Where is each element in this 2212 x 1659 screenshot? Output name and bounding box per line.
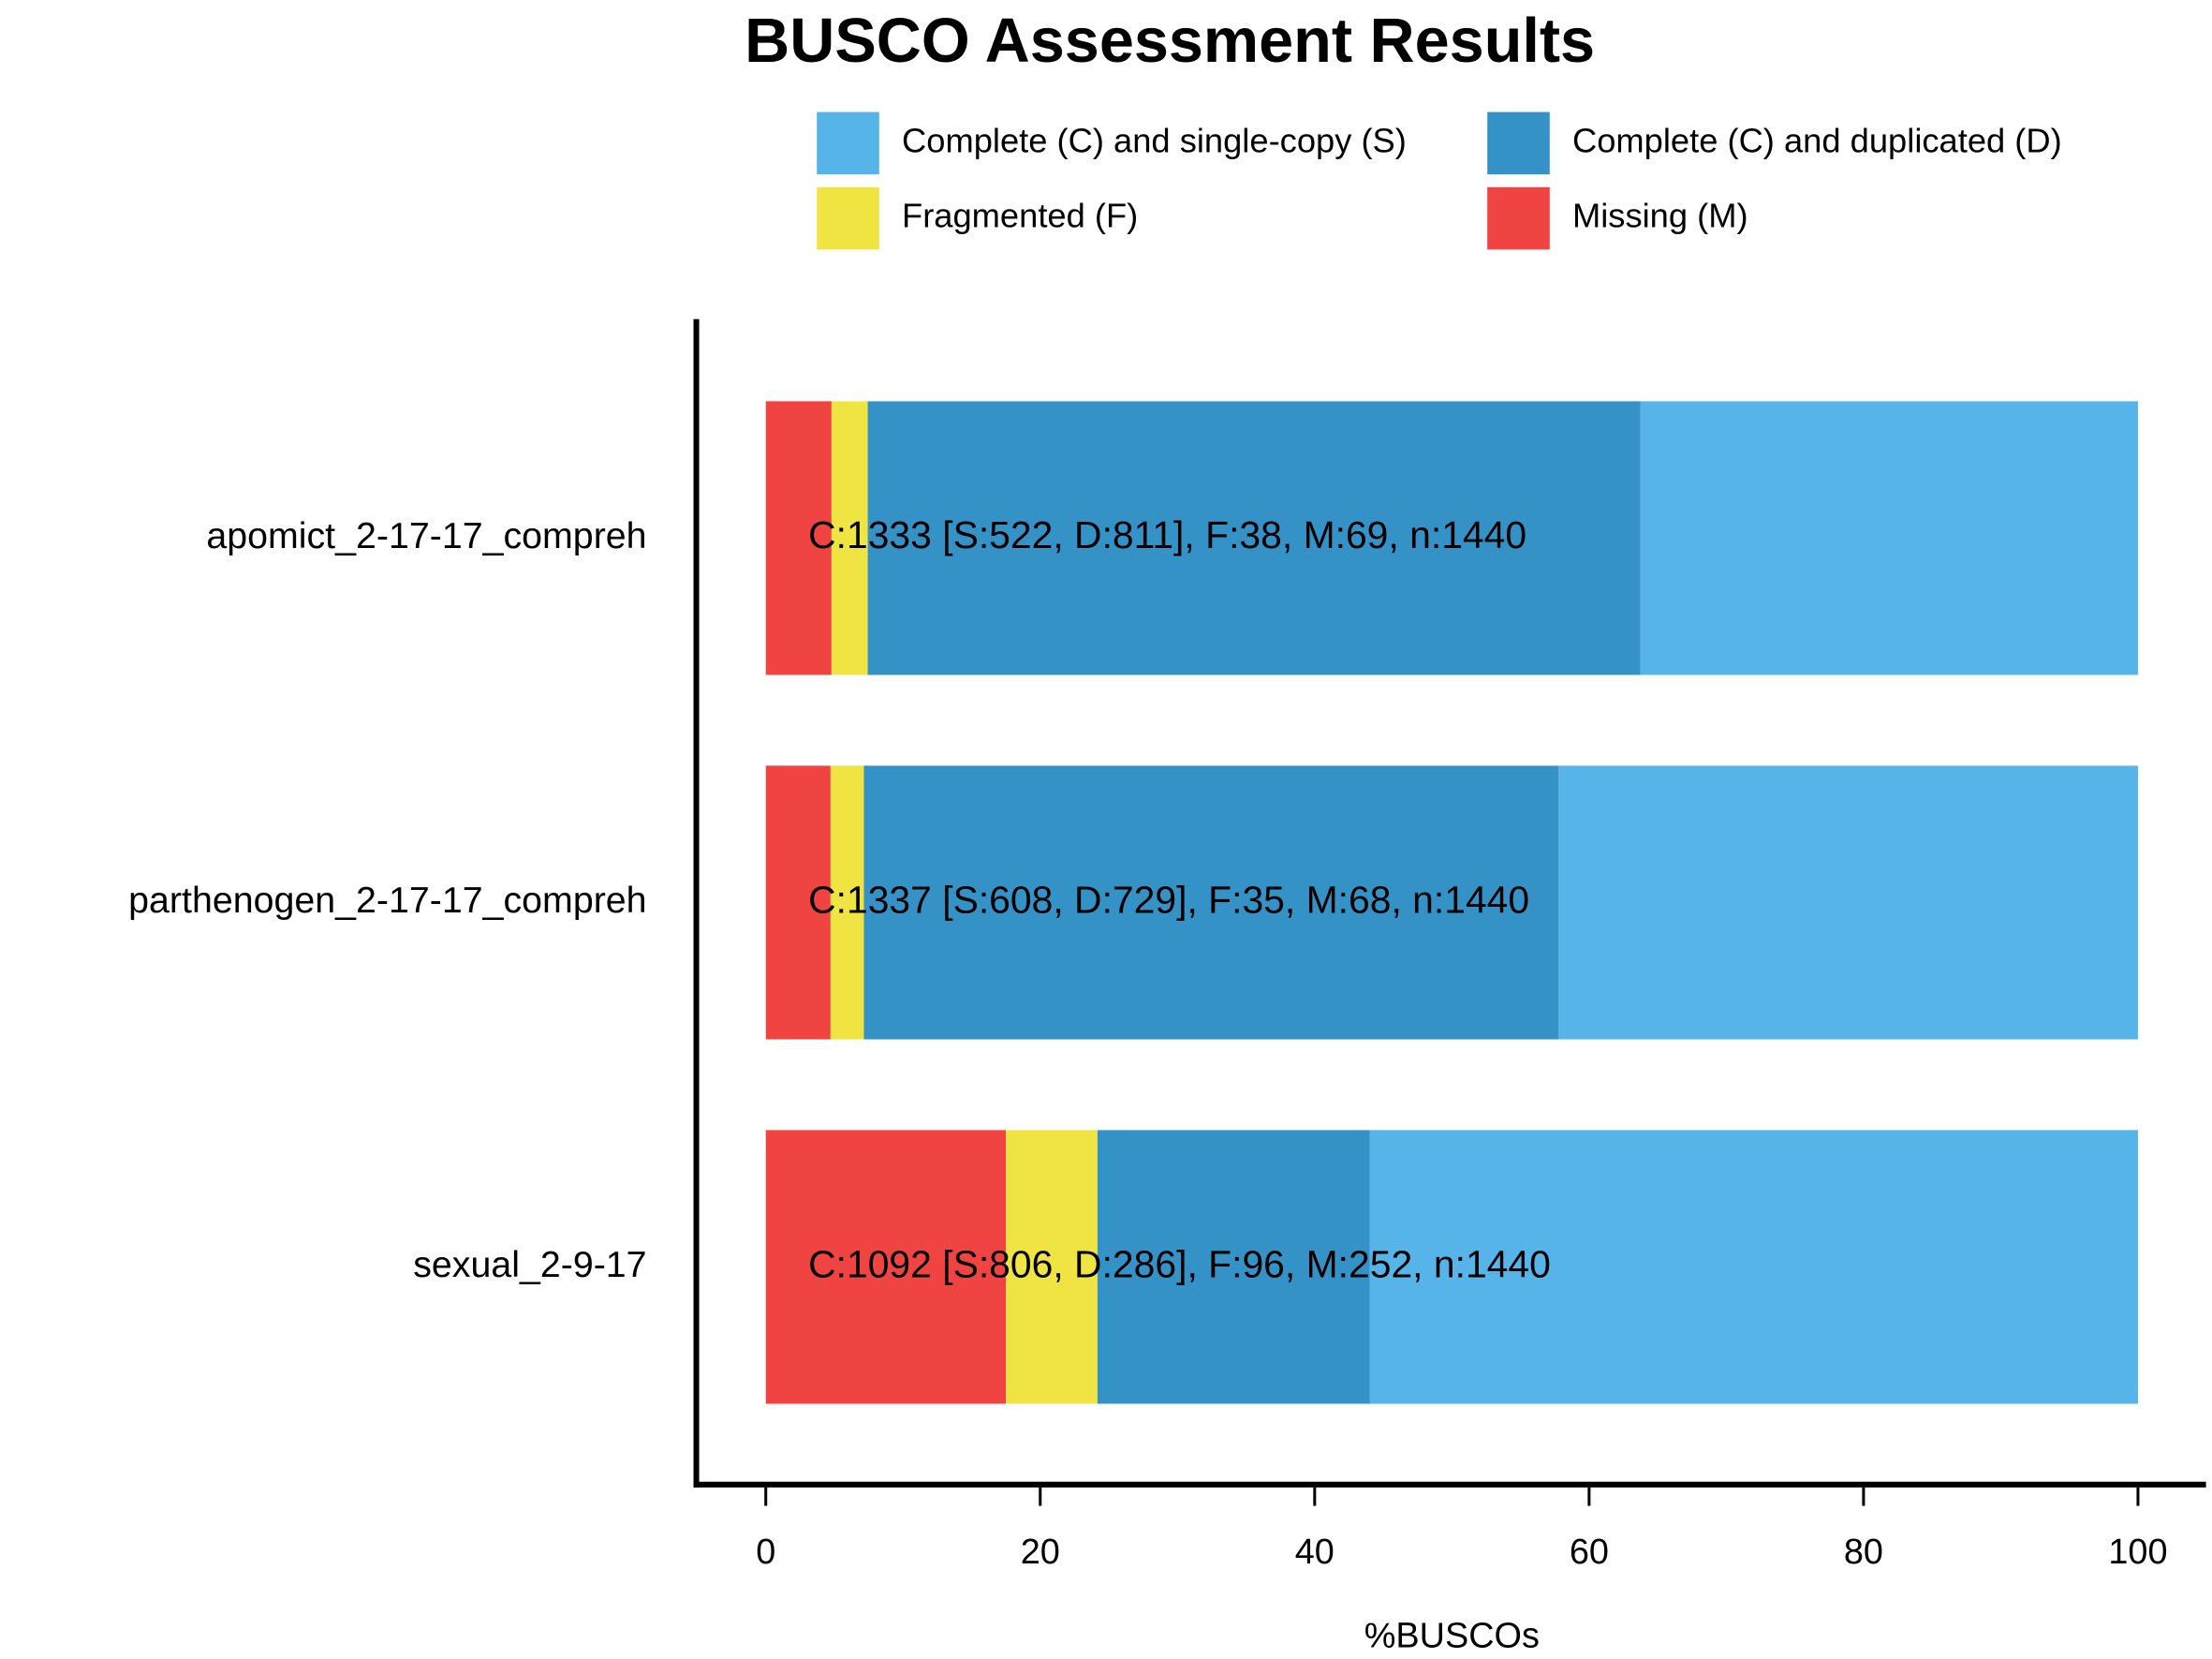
chart-title: BUSCO Assessment Results: [745, 7, 1595, 76]
bar-segment: [765, 765, 831, 1040]
x-tick-label: 40: [1295, 1533, 1335, 1572]
x-tick-label: 20: [1021, 1533, 1060, 1572]
x-tick-label: 0: [756, 1533, 775, 1572]
legend-label: Fragmented (F): [902, 197, 1138, 235]
bar-segment: [863, 765, 1559, 1040]
x-tick-label: 100: [2108, 1533, 2167, 1572]
bar-segment: [1640, 401, 2138, 675]
bar-segment: [1369, 1130, 2138, 1404]
y-tick-label: sexual_2-9-17: [413, 1244, 646, 1285]
legend-swatch: [817, 186, 879, 250]
bar-segment: [765, 1130, 1007, 1404]
bar-segment: [1006, 1130, 1098, 1404]
bar-segment: [1097, 1130, 1370, 1404]
legend-swatch: [1487, 111, 1550, 175]
bar-segment: [765, 401, 832, 675]
x-tick-label: 60: [1570, 1533, 1609, 1572]
legend-label: Complete (C) and duplicated (D): [1572, 121, 2062, 159]
x-axis-label: %BUSCOs: [1364, 1616, 1540, 1655]
bar-annotation: C:1092 [S:806, D:286], F:96, M:252, n:14…: [808, 1242, 1551, 1285]
bar-segment: [867, 401, 1641, 675]
bar-segment: [1558, 765, 2138, 1040]
y-tick-label: parthenogen_2-17-17_compreh: [128, 880, 646, 921]
bar-annotation: C:1337 [S:608, D:729], F:35, M:68, n:144…: [808, 878, 1529, 921]
y-tick-label: apomict_2-17-17_compreh: [206, 515, 646, 556]
bar-segment: [830, 765, 864, 1040]
legend-swatch: [817, 111, 879, 175]
x-tick-label: 80: [1844, 1533, 1883, 1572]
legend-label: Missing (M): [1572, 197, 1748, 235]
bar-segment: [831, 401, 868, 675]
bar-annotation: C:1333 [S:522, D:811], F:38, M:69, n:144…: [808, 513, 1526, 556]
legend-swatch: [1487, 186, 1550, 250]
legend-label: Complete (C) and single-copy (S): [902, 121, 1407, 159]
